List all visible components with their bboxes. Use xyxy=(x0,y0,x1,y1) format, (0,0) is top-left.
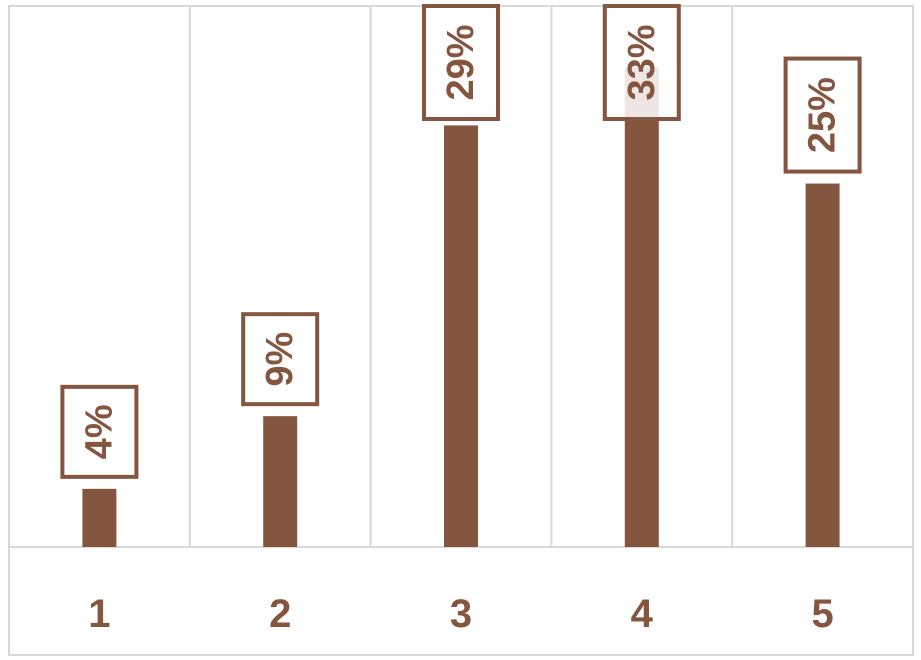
bar-1 xyxy=(82,488,117,547)
data-label-box xyxy=(602,4,681,121)
data-label: 4% xyxy=(78,404,120,459)
bar-5 xyxy=(805,183,840,547)
x-tick-label: 1 xyxy=(88,592,110,636)
data-label: 29% xyxy=(440,24,482,100)
data-label: 9% xyxy=(259,332,301,387)
data-label-box xyxy=(422,4,500,121)
data-label-box xyxy=(60,384,139,479)
data-label-box xyxy=(783,56,862,174)
bar-3 xyxy=(444,125,478,547)
data-label: 33% xyxy=(621,24,663,100)
x-tick-label: 2 xyxy=(269,592,291,636)
bar-2 xyxy=(263,416,298,547)
x-tick-label: 4 xyxy=(631,592,654,636)
x-tick-label: 5 xyxy=(811,592,833,636)
bar-4 xyxy=(624,67,659,548)
data-label: 25% xyxy=(802,77,844,153)
x-tick-label: 3 xyxy=(450,592,472,636)
data-label-box xyxy=(241,312,320,407)
